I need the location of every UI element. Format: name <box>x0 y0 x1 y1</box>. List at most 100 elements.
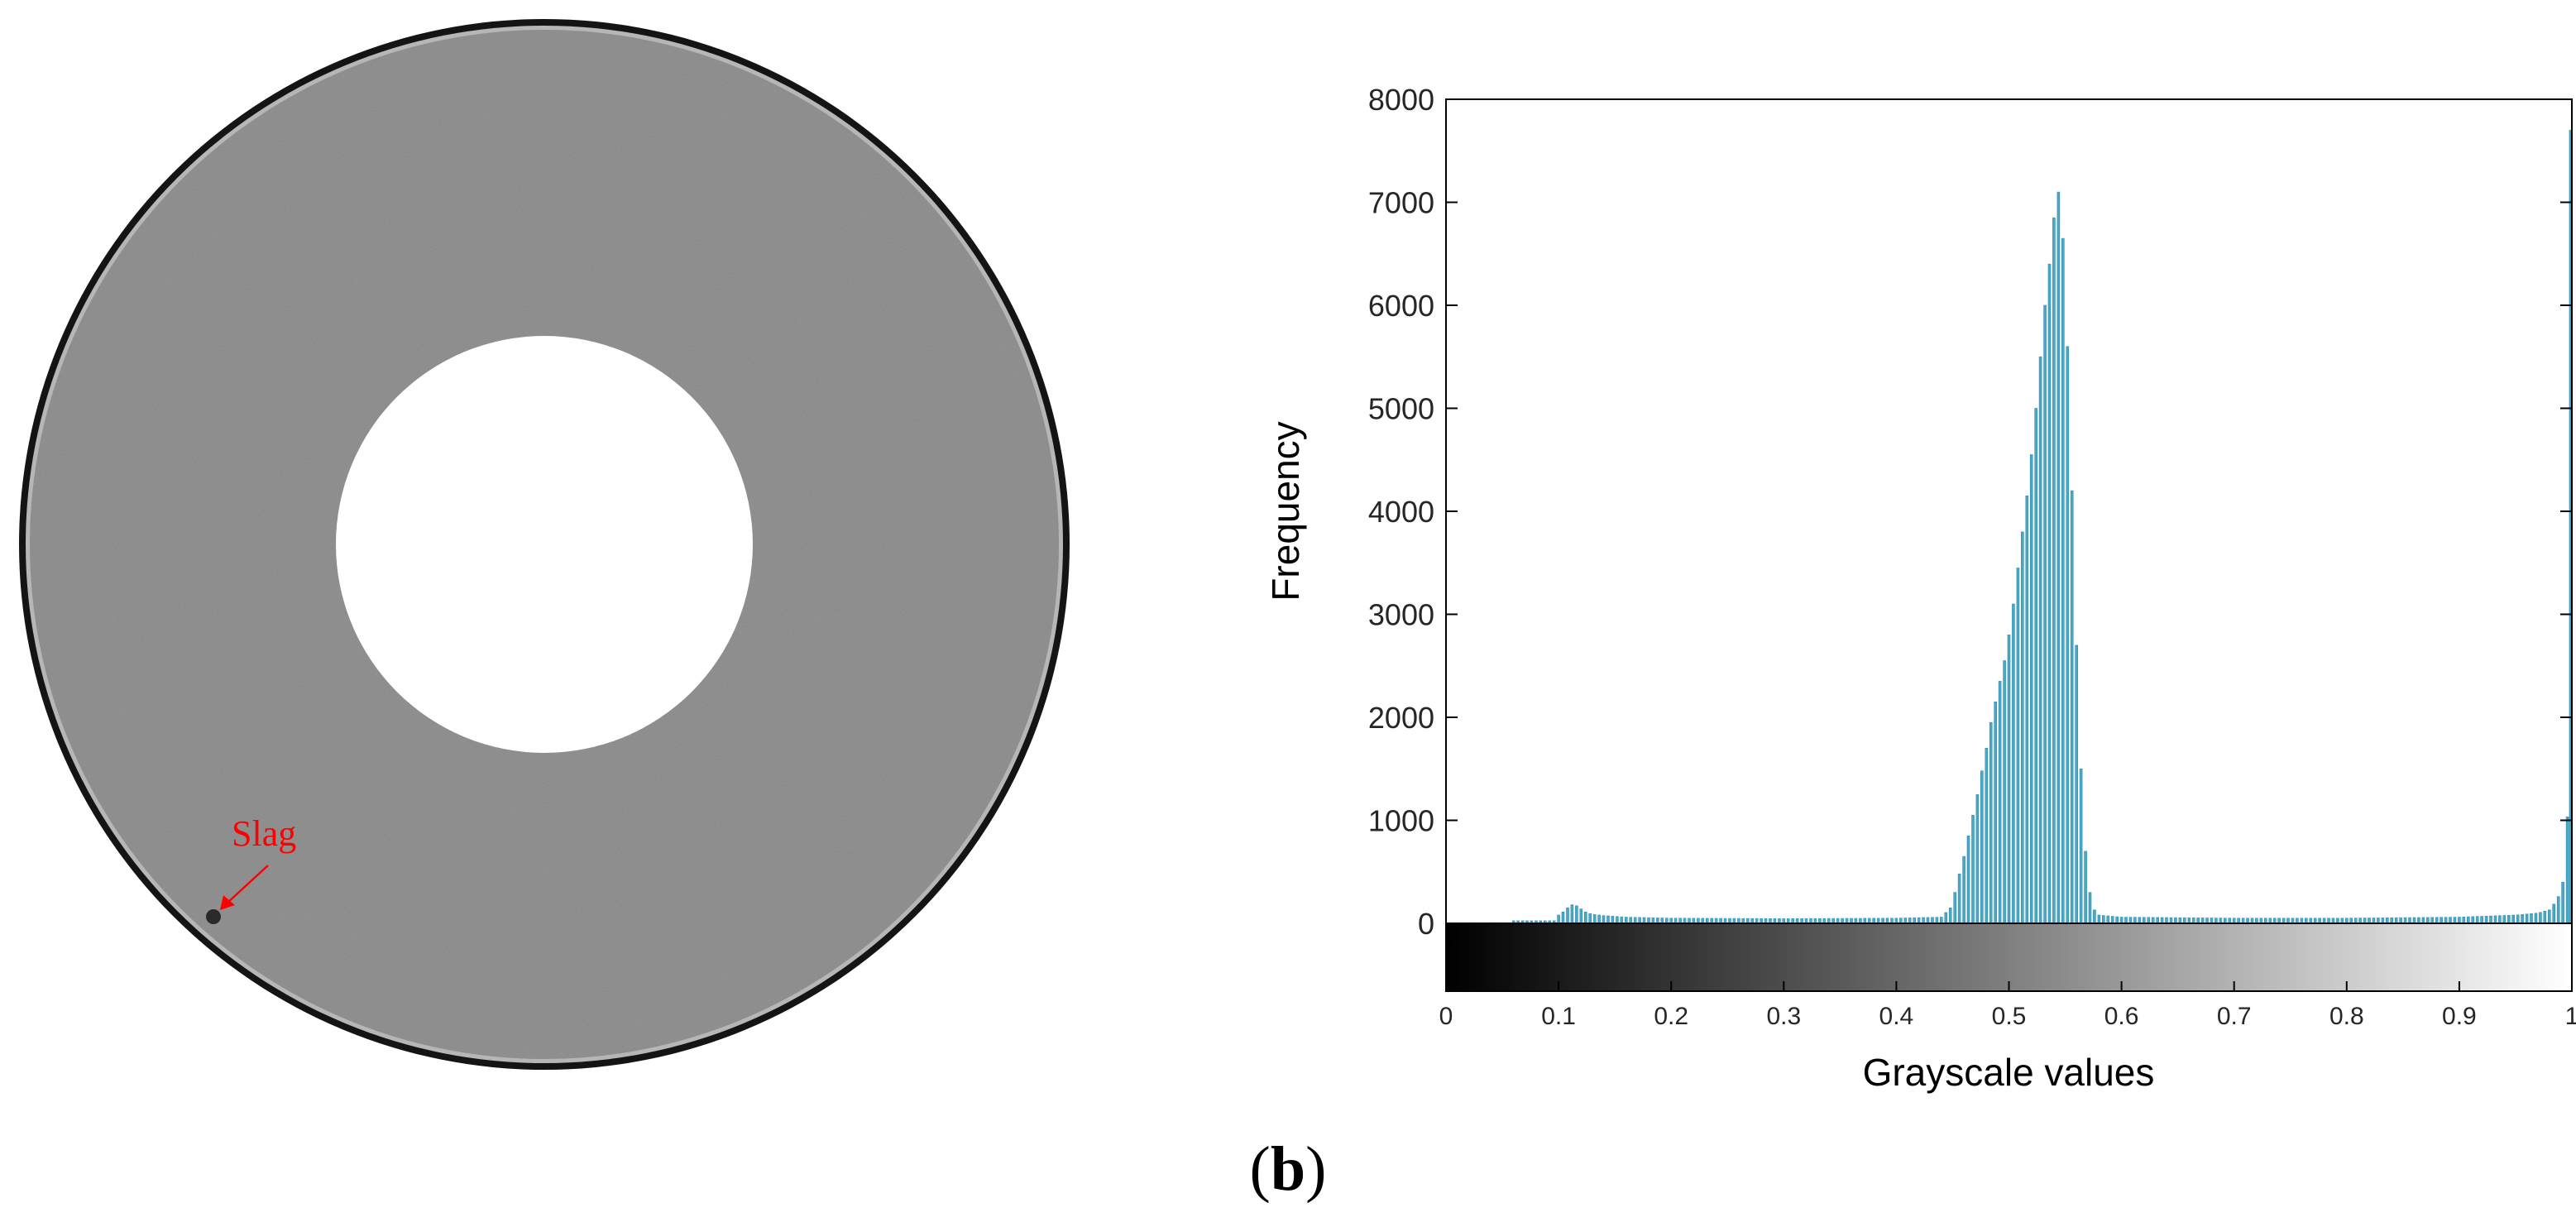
histogram-bar <box>2160 917 2164 924</box>
y-tick-label: 2000 <box>1368 701 1434 735</box>
histogram-bar <box>1624 917 1628 924</box>
histogram-bar <box>1588 913 1592 924</box>
histogram-bar <box>1913 918 1917 924</box>
histogram-bar <box>2467 916 2470 924</box>
histogram-bar <box>2056 191 2061 924</box>
histogram-bar <box>2066 346 2070 924</box>
histogram-bar <box>2183 917 2186 924</box>
histogram-bar <box>2408 917 2411 924</box>
histogram-bar <box>2548 909 2551 924</box>
x-tick-label: 0.3 <box>1766 1003 1801 1030</box>
histogram-bar <box>2093 909 2096 924</box>
y-tick-label: 8000 <box>1368 83 1434 117</box>
y-tick-label: 1000 <box>1368 804 1434 838</box>
slag-arrow-head <box>220 895 235 910</box>
y-tick-label: 7000 <box>1368 186 1434 220</box>
histogram-bar <box>2471 916 2474 924</box>
histogram-bar <box>2511 914 2515 924</box>
histogram-bar <box>2025 495 2029 924</box>
histogram-bar <box>1998 681 2002 924</box>
histogram-bar <box>2399 917 2402 924</box>
y-tick-label: 3000 <box>1368 598 1434 632</box>
histogram-bar <box>2565 816 2569 924</box>
histogram-bar <box>2525 913 2529 924</box>
y-tick-label: 6000 <box>1368 289 1434 323</box>
histogram-bar <box>2493 915 2497 924</box>
histogram-bar <box>2191 918 2195 924</box>
histogram-bar <box>1966 835 1970 924</box>
histogram-bar <box>1953 892 1957 924</box>
histogram-bar <box>2061 237 2065 924</box>
histogram-bar <box>2475 916 2479 924</box>
histogram-bar <box>2110 916 2114 924</box>
histogram-bar <box>2521 914 2524 924</box>
histogram-bar <box>1922 917 1925 924</box>
histogram-bar <box>2543 910 2547 924</box>
histogram-bar <box>2552 903 2555 924</box>
ct-scan-image: Slag <box>0 0 1092 1092</box>
histogram-bar <box>2187 918 2191 924</box>
histogram-bar <box>1561 911 1565 924</box>
x-axis-ticks: 0 0.1 0.2 0.3 0.4 0.5 0.6 0.7 0.8 0.9 1 <box>1439 981 2576 1030</box>
histogram-bar <box>1962 855 1966 924</box>
histogram-bar <box>2034 408 2038 924</box>
slag-defect <box>206 909 221 924</box>
histogram-bar <box>2169 917 2173 924</box>
histogram-bar <box>1944 912 1948 924</box>
x-tick-label: 0.4 <box>1879 1003 1914 1030</box>
histogram-bar <box>1557 914 1560 924</box>
histogram-bars <box>1511 130 2573 924</box>
panel-label: (b) <box>0 1133 2576 1205</box>
histogram-bar <box>2138 917 2142 924</box>
histogram-bar <box>2484 916 2488 924</box>
x-tick-label: 0 <box>1439 1003 1453 1030</box>
histogram-bar <box>1570 904 1574 924</box>
histogram-bar <box>2075 645 2078 924</box>
colorbar <box>1446 923 2572 991</box>
histogram-bar <box>1971 814 1975 924</box>
histogram-bar <box>1606 915 1610 924</box>
histogram-bar <box>2084 851 2087 924</box>
histogram-bar <box>2128 917 2133 924</box>
histogram-bar <box>2426 917 2430 924</box>
histogram-bar <box>2012 603 2015 924</box>
histogram-bar <box>2124 917 2128 924</box>
x-tick-label: 0.9 <box>2442 1003 2477 1030</box>
histogram-bar <box>2412 917 2416 924</box>
panel-label-close: ) <box>1305 1134 1327 1204</box>
histogram-chart: 0 1000 2000 3000 4000 5000 6000 7000 8000 0 0.1 0.… <box>1264 83 2576 1094</box>
histogram-bar <box>2052 217 2056 924</box>
histogram-bar <box>2417 917 2420 924</box>
histogram-bar <box>2106 915 2110 924</box>
histogram-bar <box>2440 917 2443 924</box>
histogram-bar <box>2502 915 2507 924</box>
histogram-bar <box>2403 917 2407 924</box>
histogram-bar <box>2165 917 2168 924</box>
y-axis-ticks: 0 1000 2000 3000 4000 5000 6000 7000 8000 <box>1368 83 2572 941</box>
histogram-bar <box>1633 917 1637 924</box>
histogram-bar <box>2133 917 2137 924</box>
histogram-bar <box>2453 917 2457 924</box>
histogram-bar <box>2070 490 2074 924</box>
panel-label-letter: b <box>1270 1134 1306 1204</box>
histogram-bar <box>2047 263 2052 924</box>
histogram-bar <box>2530 913 2533 924</box>
histogram-bar <box>2394 917 2398 924</box>
histogram-bar <box>2507 915 2511 924</box>
histogram-bar <box>1620 916 1624 924</box>
histogram-bar <box>2029 454 2033 924</box>
histogram-bar <box>1980 770 1984 924</box>
x-tick-label: 0.1 <box>1541 1003 1576 1030</box>
x-tick-label: 0.6 <box>2104 1003 2139 1030</box>
histogram-bar <box>1602 915 1606 924</box>
histogram-bar <box>1592 914 1597 924</box>
x-tick-label: 0.5 <box>1992 1003 2027 1030</box>
histogram-bar <box>1917 917 1921 924</box>
histogram-bar <box>2480 916 2483 924</box>
histogram-bar <box>1994 701 1998 924</box>
x-tick-label: 0.8 <box>2329 1003 2364 1030</box>
histogram-bar <box>2038 356 2042 924</box>
histogram-bar <box>2561 881 2564 924</box>
histogram-bar <box>2088 892 2092 924</box>
